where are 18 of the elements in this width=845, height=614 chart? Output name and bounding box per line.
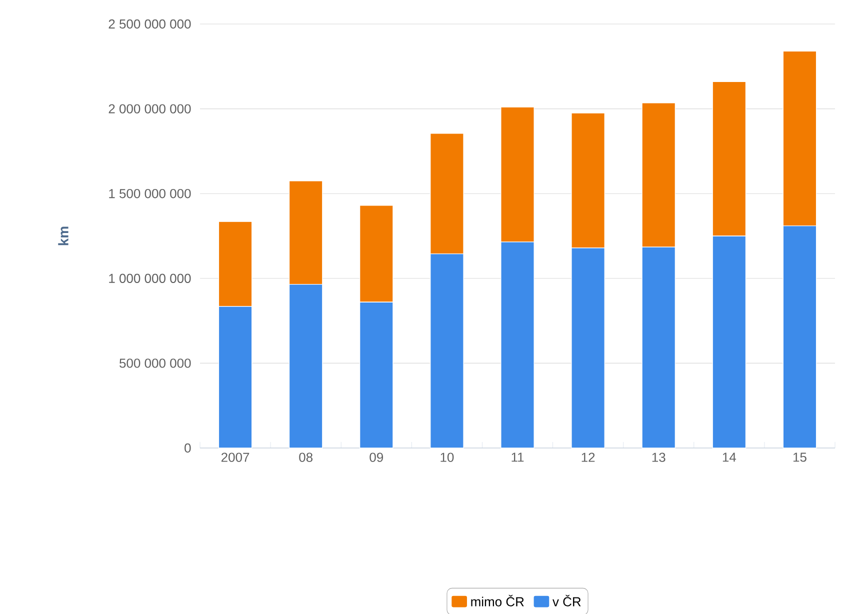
y-tick-label: 2 000 000 000 [108,104,191,114]
x-tick-label: 14 [722,452,736,462]
y-axis-title: km [58,226,68,246]
x-tick-label: 12 [582,452,595,462]
x-tick-label: 08 [299,452,313,462]
y-tick-label: 500 000 000 [120,358,191,368]
y-tick-label: 1 000 000 000 [109,274,191,283]
x-tick-label: 11 [512,452,524,462]
y-tick-label: 1 500 000 000 [109,189,191,198]
x-tick-label: 15 [793,452,806,462]
y-tick-label: 2 500 000 000 [108,19,191,29]
x-tick-label: 2007 [221,452,250,462]
x-tick-label: 13 [652,452,666,462]
legend-label: v ČR [552,594,581,606]
legend-label: mimo ČR [471,594,524,606]
y-tick-label: 0 [184,443,191,453]
x-tick-label: 09 [370,452,383,462]
x-tick-label: 10 [440,452,454,462]
